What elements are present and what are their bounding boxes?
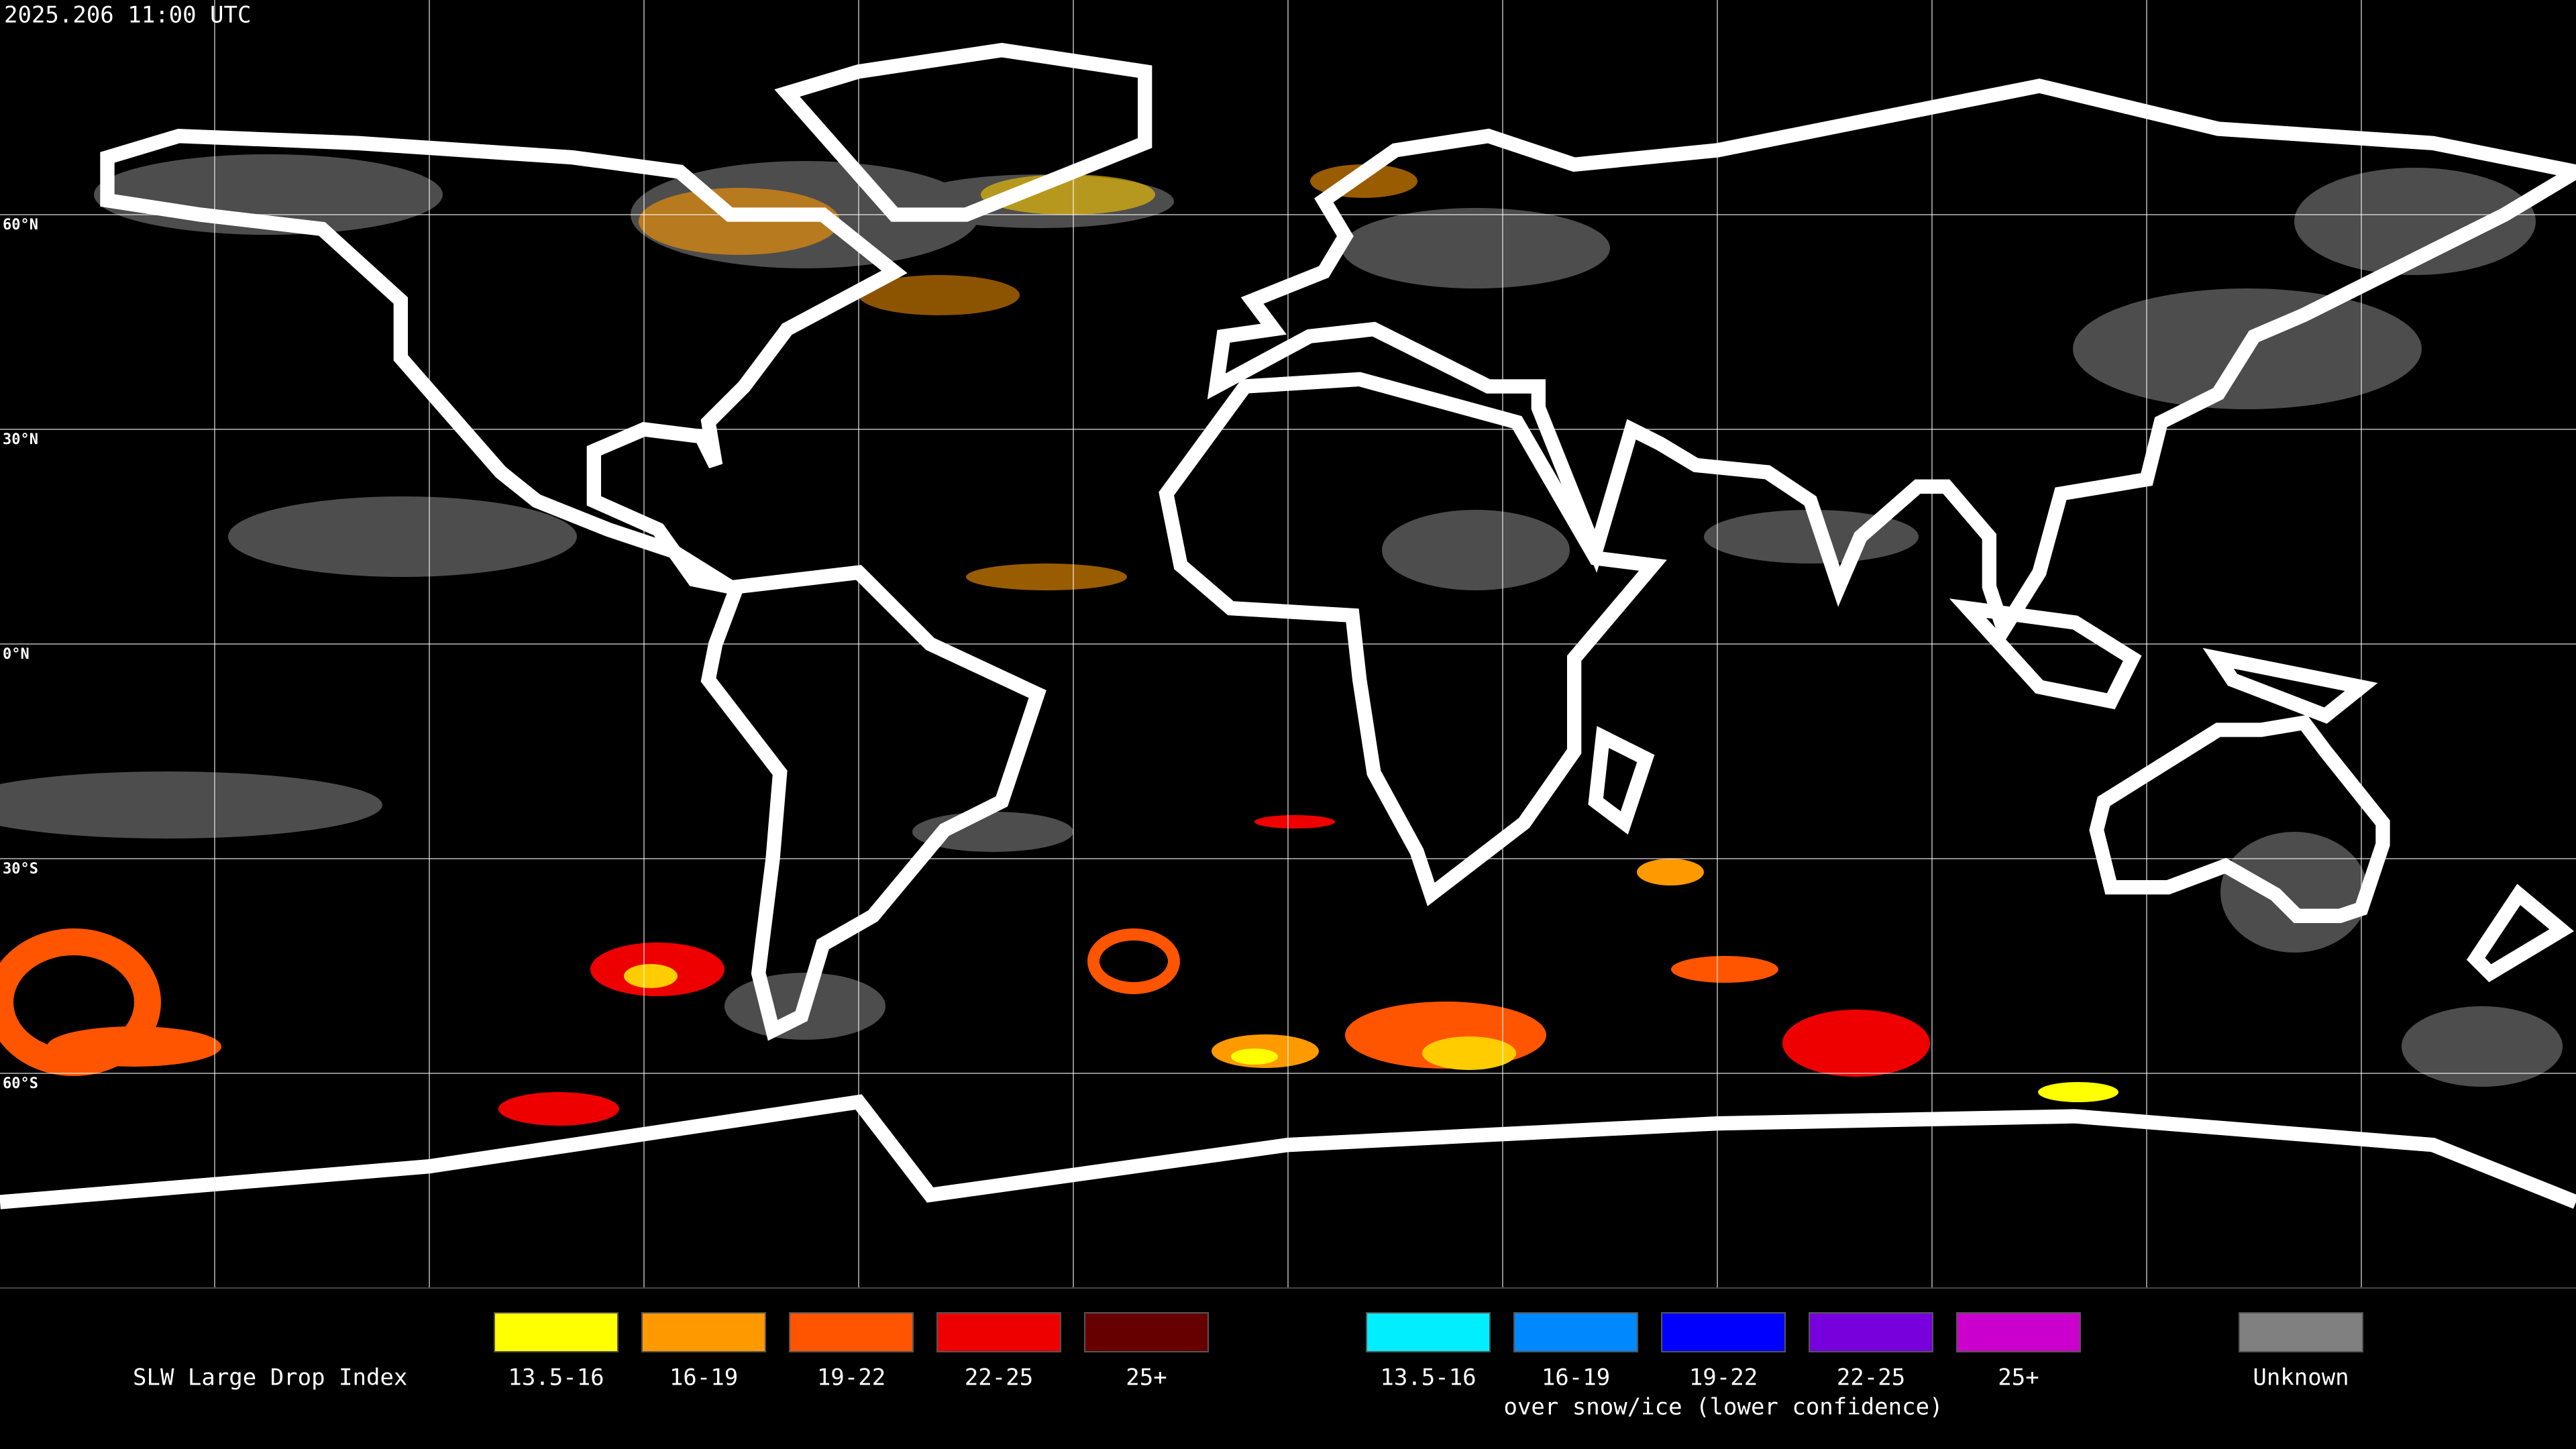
- legend-swatch: [2239, 1312, 2363, 1352]
- legend-label: 13.5-16: [1380, 1364, 1476, 1391]
- legend-panel: [0, 1288, 2576, 1449]
- legend-label: 25+: [1998, 1364, 2039, 1391]
- legend-label: 19-22: [817, 1364, 885, 1391]
- legend-swatch: [641, 1312, 766, 1352]
- graticule: [0, 0, 2576, 1288]
- timestamp: 2025.206 11:00 UTC: [4, 2, 251, 29]
- legend-label: 16-19: [1542, 1364, 1610, 1391]
- legend-swatch: [1661, 1312, 1786, 1352]
- legend-label: 22-25: [965, 1364, 1033, 1391]
- legend-label: 19-22: [1689, 1364, 1758, 1391]
- legend-swatch: [1513, 1312, 1638, 1352]
- legend-swatch: [789, 1312, 914, 1352]
- legend-swatch: [1084, 1312, 1209, 1352]
- legend-caption: over snow/ice (lower confidence): [1503, 1394, 1943, 1421]
- latitude-label: 60°N: [3, 217, 38, 233]
- weather-field: [0, 154, 2563, 1126]
- latitude-label: 30°N: [3, 431, 38, 448]
- legend-swatch: [1956, 1312, 2081, 1352]
- latitude-label: 30°S: [3, 861, 38, 877]
- legend-label: 16-19: [669, 1364, 738, 1391]
- legend-title: SLW Large Drop Index: [133, 1364, 407, 1391]
- legend-swatch: [494, 1312, 619, 1352]
- legend-swatch: [1809, 1312, 1933, 1352]
- legend-label: 25+: [1126, 1364, 1167, 1391]
- latitude-label: 0°N: [3, 646, 30, 663]
- legend-label: 22-25: [1837, 1364, 1905, 1391]
- legend-swatch: [1366, 1312, 1491, 1352]
- legend-label: 13.5-16: [508, 1364, 604, 1391]
- legend-label: Unknown: [2253, 1364, 2349, 1391]
- legend-swatch: [936, 1312, 1061, 1352]
- latitude-label: 60°S: [3, 1075, 38, 1092]
